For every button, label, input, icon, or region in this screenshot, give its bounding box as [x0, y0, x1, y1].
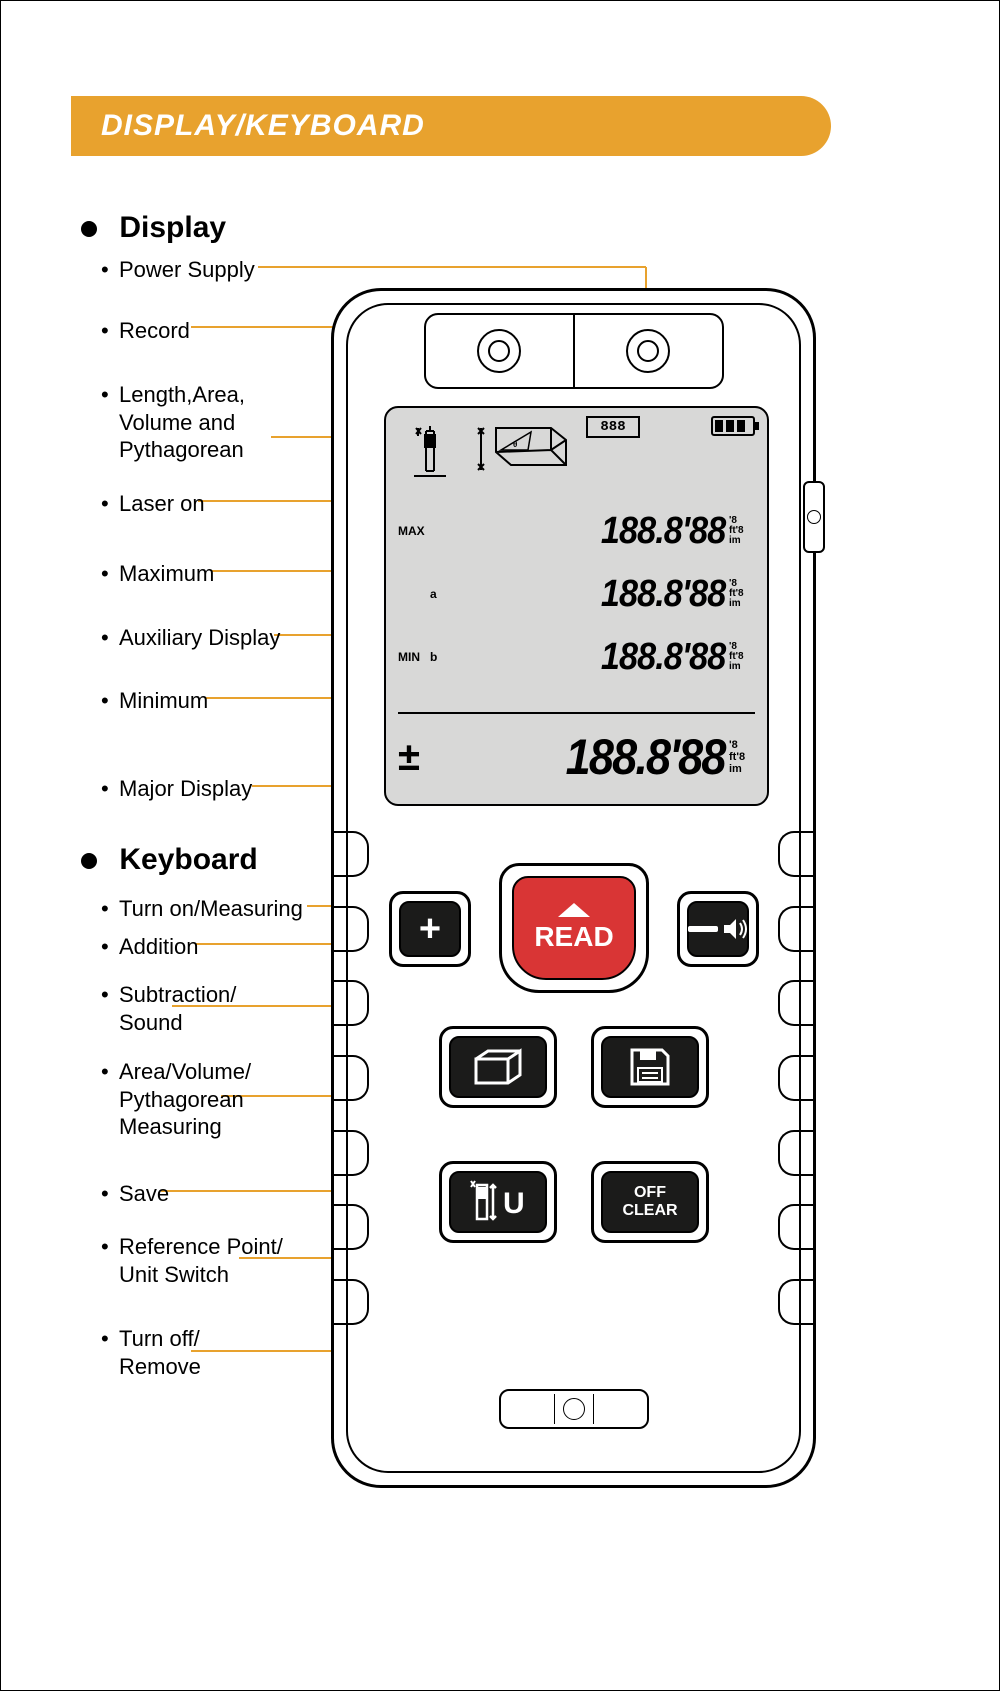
- lcd-row-major: ± 188.8'88 '8ft'8im: [386, 718, 759, 796]
- read-button[interactable]: READ: [499, 863, 649, 993]
- label-laser: Laser on: [119, 490, 205, 518]
- header-bar: DISPLAY/KEYBOARD: [71, 96, 831, 156]
- label-off: Turn off/ Remove: [119, 1325, 201, 1380]
- top-lens: [424, 313, 724, 389]
- lens-left-icon: [477, 329, 521, 373]
- lcd-digits-max: 188.8'88: [600, 510, 725, 553]
- lcd-digits-b: 188.8'88: [600, 636, 725, 679]
- lens-right-icon: [626, 329, 670, 373]
- read-label: READ: [534, 921, 613, 953]
- min-tag: MIN: [398, 650, 420, 664]
- section-keyboard-title: Keyboard: [81, 843, 258, 877]
- up-arrow-icon: [558, 903, 590, 917]
- sound-icon: [688, 917, 748, 941]
- lcd-divider: [398, 712, 755, 714]
- lcd-digits-a: 188.8'88: [600, 573, 725, 616]
- svg-text:U: U: [503, 1187, 525, 1220]
- bubble-level-bottom: [499, 1389, 649, 1429]
- grip-left: [331, 831, 369, 1325]
- label-addition: Addition: [119, 933, 199, 961]
- device-body: 888 θ MAX 188.8'88 '8ft'8im a: [331, 288, 816, 1488]
- header-title: DISPLAY/KEYBOARD: [101, 109, 425, 143]
- max-tag: MAX: [398, 524, 425, 538]
- aux-a-tag: a: [430, 587, 437, 601]
- measure-button[interactable]: [439, 1026, 557, 1108]
- lcd-row-a: a 188.8'88 '8ft'8im: [386, 563, 759, 625]
- lcd-row-b: MIN b 188.8'88 '8ft'8im: [386, 626, 759, 688]
- off-clear-button[interactable]: OFFCLEAR: [591, 1161, 709, 1243]
- lcd-row-max: MAX 188.8'88 '8ft'8im: [386, 500, 759, 562]
- label-record: Record: [119, 317, 190, 345]
- plus-button[interactable]: +: [389, 891, 471, 967]
- label-power: Power Supply: [119, 256, 255, 284]
- save-button[interactable]: [591, 1026, 709, 1108]
- lcd-screen: 888 θ MAX 188.8'88 '8ft'8im a: [384, 406, 769, 806]
- aux-b-tag: b: [430, 650, 437, 664]
- minus-sound-button[interactable]: [677, 891, 759, 967]
- box-icon: [468, 1045, 528, 1089]
- lcd-digits-major: 188.8'88: [566, 728, 725, 786]
- svg-text:θ: θ: [513, 440, 517, 449]
- label-max: Maximum: [119, 560, 214, 588]
- label-ref: Reference Point/ Unit Switch: [119, 1233, 283, 1288]
- reference-icon: U: [463, 1177, 533, 1227]
- laser-icon: [406, 426, 456, 481]
- lcd-units: '8ft'8im: [729, 516, 759, 546]
- label-avp: Area/Volume/ Pythagorean Measuring: [119, 1058, 251, 1141]
- label-lavp: Length,Area, Volume and Pythagorean: [119, 381, 245, 464]
- bubble-level-side: [803, 481, 825, 553]
- off-clear-label: OFFCLEAR: [622, 1184, 677, 1219]
- label-major: Major Display: [119, 775, 252, 803]
- label-aux: Auxiliary Display: [119, 624, 280, 652]
- plus-minus-icon: ±: [398, 735, 420, 780]
- section-display-title: Display: [81, 211, 226, 245]
- mode-icon: θ: [476, 420, 571, 480]
- reference-button[interactable]: U: [439, 1161, 557, 1243]
- battery-icon: [711, 416, 755, 436]
- label-save: Save: [119, 1180, 169, 1208]
- plus-icon: +: [419, 908, 441, 951]
- grip-right: [778, 831, 816, 1325]
- disk-icon: [626, 1044, 674, 1090]
- label-turnon: Turn on/Measuring: [119, 895, 303, 923]
- label-min: Minimum: [119, 687, 208, 715]
- label-subtraction: Subtraction/ Sound: [119, 981, 236, 1036]
- keypad: READ +: [389, 871, 759, 1331]
- record-indicator: 888: [586, 416, 640, 438]
